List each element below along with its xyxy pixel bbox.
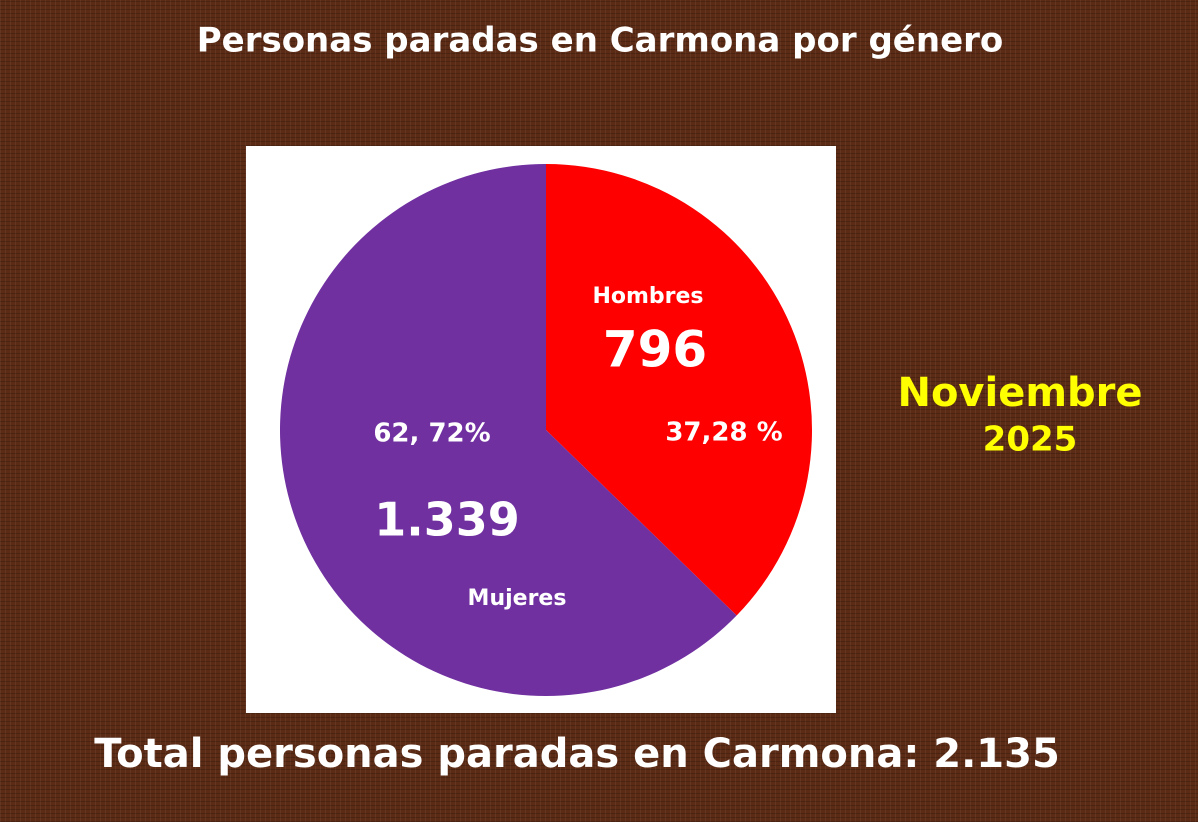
annotation: 2025 <box>983 420 1078 460</box>
percentage-label: 37,28 % <box>665 418 782 448</box>
footer: Total personas paradas en Carmona: 2.135 <box>94 731 1060 777</box>
pie-slice <box>280 164 737 696</box>
pie <box>280 164 813 696</box>
annotation: Noviembre <box>897 370 1142 416</box>
pie-slice <box>546 164 813 616</box>
percentage-label: 62, 72% <box>373 419 490 449</box>
slice-label: Mujeres <box>468 586 567 611</box>
value-label: 796 <box>603 321 707 379</box>
slice-label: Hombres <box>592 284 703 309</box>
chart-title: Personas paradas en Carmona por género <box>197 21 1004 61</box>
value-label: 1.339 <box>374 493 520 547</box>
